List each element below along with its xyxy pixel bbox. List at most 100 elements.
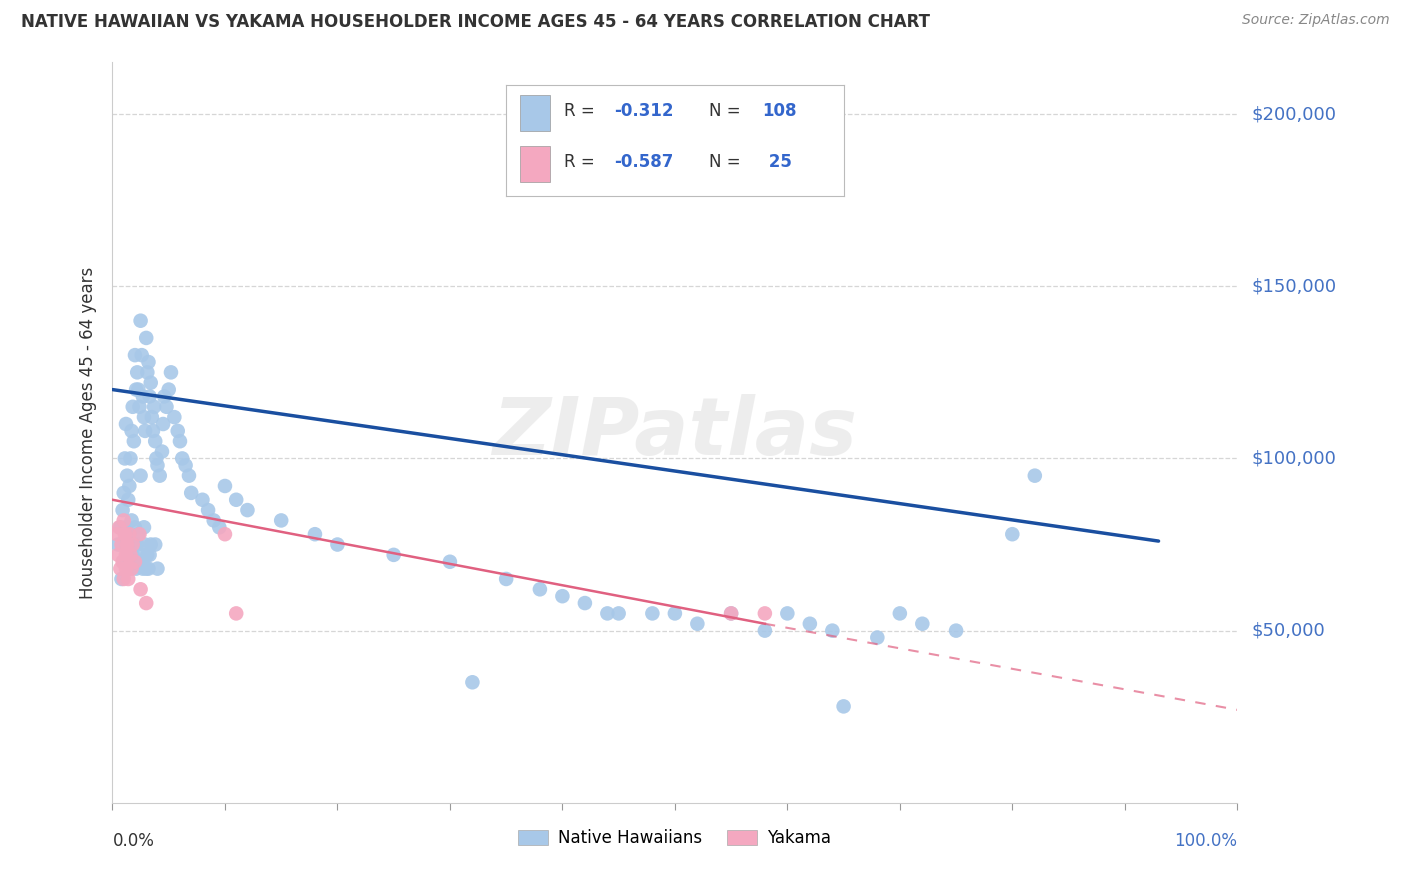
Point xyxy=(145,451,167,466)
Point xyxy=(111,555,134,569)
Point xyxy=(112,572,135,586)
Point xyxy=(754,624,776,638)
Point xyxy=(122,434,145,449)
Point xyxy=(120,548,142,562)
Point xyxy=(172,451,194,466)
Point xyxy=(111,503,134,517)
Point xyxy=(128,527,150,541)
Point xyxy=(115,468,138,483)
Text: NATIVE HAWAIIAN VS YAKAMA HOUSEHOLDER INCOME AGES 45 - 64 YEARS CORRELATION CHAR: NATIVE HAWAIIAN VS YAKAMA HOUSEHOLDER IN… xyxy=(21,13,931,31)
Point xyxy=(132,389,155,403)
Point xyxy=(107,548,129,562)
Point xyxy=(105,527,128,541)
Point xyxy=(129,314,152,328)
Point xyxy=(149,468,172,483)
Point xyxy=(495,572,517,586)
Point xyxy=(150,444,173,458)
Point xyxy=(129,468,152,483)
Point xyxy=(832,699,855,714)
Point xyxy=(138,561,160,575)
Point xyxy=(304,527,326,541)
Point xyxy=(160,365,183,379)
Point xyxy=(121,513,143,527)
Legend: Native Hawaiians, Yakama: Native Hawaiians, Yakama xyxy=(512,822,838,854)
Point xyxy=(1024,468,1046,483)
Point xyxy=(117,572,139,586)
Point xyxy=(146,561,169,575)
Text: 100.0%: 100.0% xyxy=(1174,832,1237,850)
Point xyxy=(214,527,236,541)
Point xyxy=(110,561,132,575)
Point xyxy=(152,417,174,431)
Point xyxy=(112,486,135,500)
Point xyxy=(208,520,231,534)
Point xyxy=(153,389,176,403)
Point xyxy=(607,607,630,621)
Point xyxy=(134,537,156,551)
Point xyxy=(141,410,163,425)
Point xyxy=(641,607,664,621)
Point xyxy=(174,458,197,473)
Point xyxy=(125,383,148,397)
Point xyxy=(136,365,159,379)
Point xyxy=(110,537,132,551)
Point xyxy=(439,555,461,569)
Point xyxy=(197,503,219,517)
Point xyxy=(127,365,149,379)
Point xyxy=(754,607,776,621)
Point xyxy=(108,520,131,534)
Point xyxy=(135,331,157,345)
Point xyxy=(142,424,165,438)
Point xyxy=(115,417,138,431)
Point xyxy=(132,410,155,425)
Point xyxy=(866,631,889,645)
Point xyxy=(112,555,135,569)
Point xyxy=(115,548,138,562)
Point xyxy=(135,596,157,610)
Point xyxy=(118,561,141,575)
Text: Source: ZipAtlas.com: Source: ZipAtlas.com xyxy=(1241,13,1389,28)
Point xyxy=(127,383,149,397)
Point xyxy=(911,616,934,631)
Point xyxy=(382,548,405,562)
Point xyxy=(135,561,157,575)
Point xyxy=(138,355,160,369)
Point xyxy=(121,548,143,562)
Point xyxy=(776,607,799,621)
Point xyxy=(236,503,259,517)
Point xyxy=(821,624,844,638)
Point xyxy=(120,451,142,466)
Point xyxy=(134,424,156,438)
Y-axis label: Householder Income Ages 45 - 64 years: Householder Income Ages 45 - 64 years xyxy=(79,267,97,599)
Point xyxy=(574,596,596,610)
Point xyxy=(115,561,138,575)
Point xyxy=(107,537,129,551)
Point xyxy=(180,486,202,500)
Point xyxy=(117,548,139,562)
Point xyxy=(131,548,153,562)
Point xyxy=(138,548,160,562)
Point xyxy=(143,400,166,414)
Point xyxy=(1001,527,1024,541)
Point xyxy=(125,561,148,575)
Point xyxy=(121,424,143,438)
Text: $200,000: $200,000 xyxy=(1251,105,1336,123)
Point xyxy=(118,527,141,541)
Point xyxy=(136,548,159,562)
Point xyxy=(945,624,967,638)
Point xyxy=(131,348,153,362)
Text: $150,000: $150,000 xyxy=(1251,277,1336,295)
Point xyxy=(191,492,214,507)
Point xyxy=(124,348,146,362)
Point xyxy=(110,572,132,586)
Point xyxy=(121,400,143,414)
Point xyxy=(118,479,141,493)
Point xyxy=(461,675,484,690)
Point xyxy=(115,527,138,541)
Point xyxy=(112,513,135,527)
Point xyxy=(127,537,149,551)
Text: $100,000: $100,000 xyxy=(1251,450,1336,467)
Point xyxy=(686,616,709,631)
Point xyxy=(143,434,166,449)
Point xyxy=(114,527,136,541)
